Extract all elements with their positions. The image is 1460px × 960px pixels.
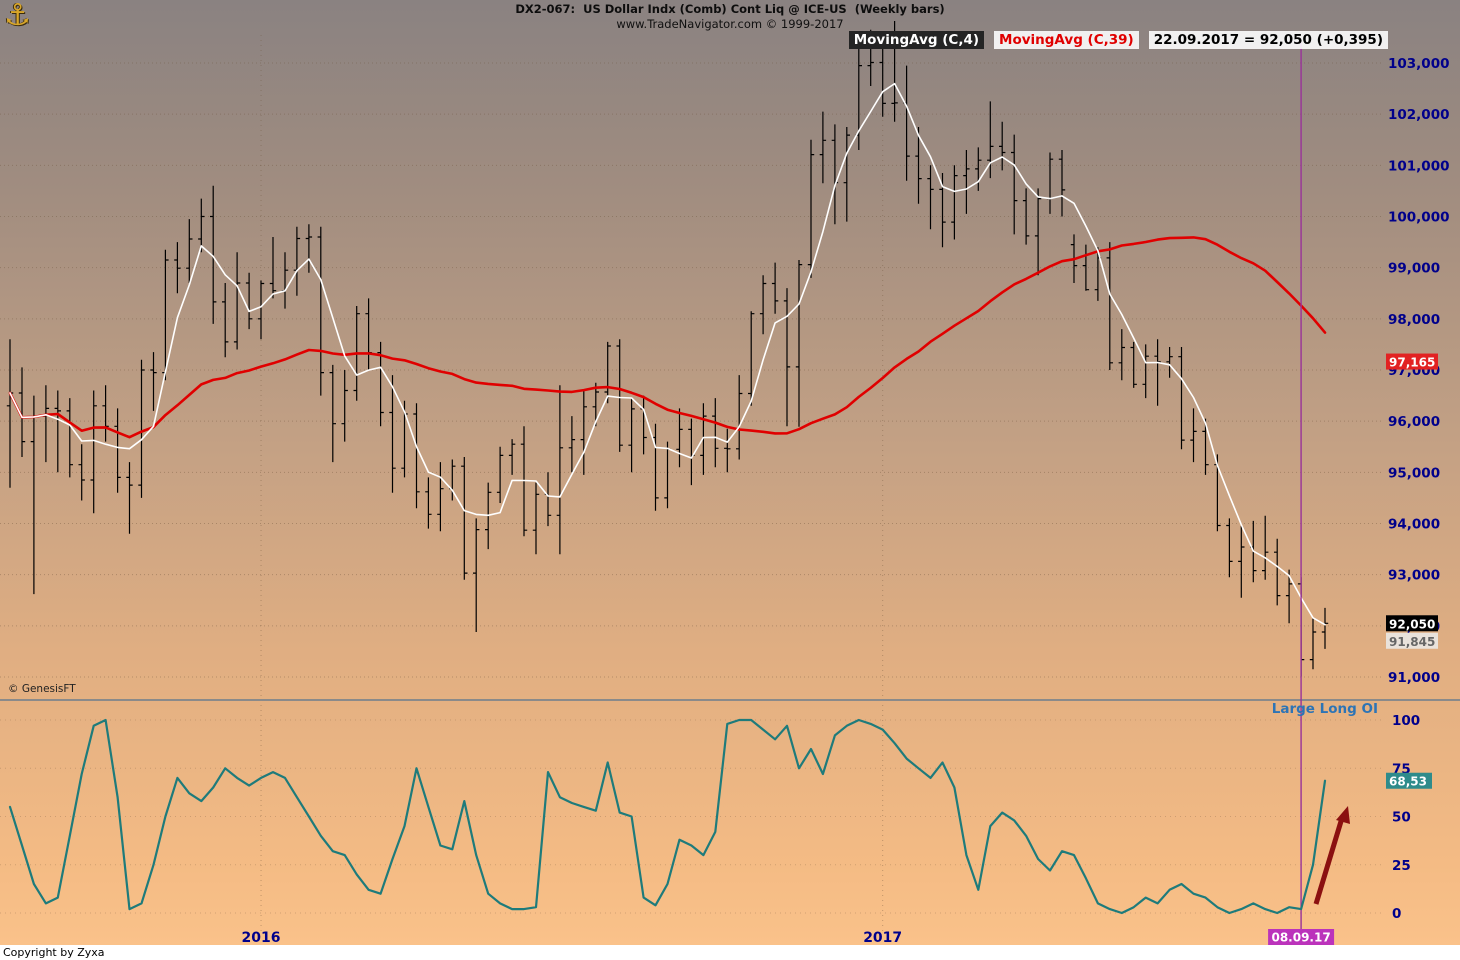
legend-ma39-label: MovingAvg (C,39) bbox=[994, 31, 1139, 49]
svg-text:101,000: 101,000 bbox=[1388, 158, 1450, 174]
year-gridlines bbox=[260, 35, 884, 935]
svg-text:100,000: 100,000 bbox=[1388, 210, 1450, 226]
ma39-line bbox=[8, 236, 1327, 439]
svg-text:93,000: 93,000 bbox=[1388, 568, 1440, 584]
svg-text:98,000: 98,000 bbox=[1388, 312, 1440, 328]
ma4-price-tag-text: 91,845 bbox=[1389, 635, 1435, 649]
ma4-price-tag bbox=[1386, 632, 1438, 649]
svg-text:25: 25 bbox=[1392, 858, 1411, 874]
large-long-oi-line bbox=[8, 718, 1327, 915]
svg-text:2016: 2016 bbox=[242, 930, 281, 946]
svg-text:91,000: 91,000 bbox=[1388, 670, 1440, 686]
bottom-strip: Copyright by Zyxa bbox=[0, 945, 1460, 960]
chart-subtitle: www.TradeNavigator.com © 1999-2017 bbox=[616, 17, 844, 31]
svg-text:95,000: 95,000 bbox=[1388, 465, 1440, 481]
up-arrow-annotation bbox=[1313, 817, 1345, 905]
svg-text:102,000: 102,000 bbox=[1388, 107, 1450, 123]
svg-text:100: 100 bbox=[1392, 713, 1420, 729]
indicator-value-tag bbox=[1386, 772, 1432, 789]
svg-text:94,000: 94,000 bbox=[1388, 517, 1440, 533]
svg-text:103,000: 103,000 bbox=[1388, 56, 1450, 72]
legend-quote-label: 22.09.2017 = 92,050 (+0,395) bbox=[1148, 31, 1388, 49]
ohlc-bars bbox=[6, 21, 1329, 677]
year-labels: 2016 2017 bbox=[242, 930, 903, 946]
svg-text:99,000: 99,000 bbox=[1388, 261, 1440, 277]
indicator-value-tag-text: 68,53 bbox=[1389, 775, 1427, 789]
genesis-watermark: © GenesisFT bbox=[8, 683, 76, 695]
price-gridlines bbox=[0, 62, 1384, 678]
legend-ma4-label: MovingAvg (C,4) bbox=[848, 31, 985, 49]
price-axis-labels: 91,00092,00093,00094,00095,00096,00097,0… bbox=[1388, 56, 1450, 686]
up-arrow-head bbox=[1336, 806, 1350, 824]
svg-text:0: 0 bbox=[1392, 906, 1401, 922]
indicator-gridlines bbox=[0, 719, 1384, 914]
anchor-logo-icon: ⚓ bbox=[4, 0, 31, 33]
copyright-label: Copyright by Zyxa bbox=[3, 946, 105, 959]
cursor-date-tag-text: 08.09.17 bbox=[1271, 931, 1330, 945]
svg-text:2017: 2017 bbox=[863, 930, 902, 946]
svg-text:50: 50 bbox=[1392, 810, 1411, 826]
ma4-line bbox=[9, 82, 1326, 626]
svg-text:96,000: 96,000 bbox=[1388, 414, 1440, 430]
legend: MovingAvg (C,4) MovingAvg (C,39) 22.09.2… bbox=[848, 31, 1388, 49]
ma39-price-tag bbox=[1386, 353, 1438, 370]
last-close-price-tag bbox=[1386, 615, 1438, 632]
indicator-title: Large Long OI bbox=[1271, 701, 1378, 717]
cursor-date-tag bbox=[1268, 929, 1335, 945]
last-close-price-tag-text: 92,050 bbox=[1389, 617, 1435, 631]
ma39-price-tag-text: 97,165 bbox=[1389, 356, 1435, 370]
chart-title: DX2-067: US Dollar Indx (Comb) Cont Liq … bbox=[515, 2, 945, 16]
